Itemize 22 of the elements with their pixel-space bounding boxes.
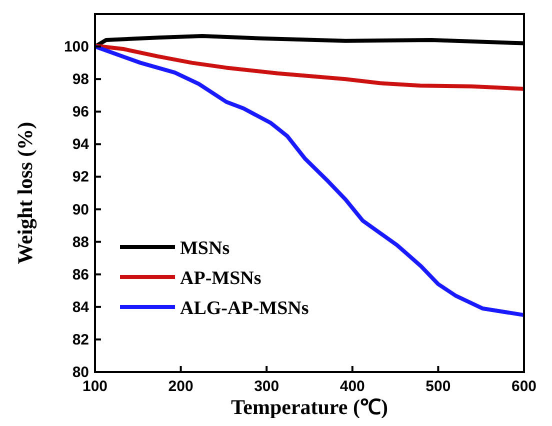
y-tick-label: 88: [72, 234, 89, 251]
x-tick-label: 500: [426, 378, 451, 395]
y-tick-label: 92: [72, 168, 89, 186]
y-tick-label: 100: [64, 38, 89, 56]
y-tick-label: 80: [72, 364, 89, 381]
y-tick-label: 96: [72, 104, 89, 121]
y-tick-label: 82: [72, 331, 89, 348]
line-series: [93, 44, 526, 91]
y-tick-label: 94: [72, 136, 90, 154]
y-axis-title: Weight loss (%): [13, 122, 37, 264]
line-series: [93, 44, 526, 318]
legend-label: AP-MSNs: [180, 268, 262, 289]
x-tick-label: 200: [168, 378, 194, 395]
x-tick-label: 400: [340, 378, 365, 395]
x-tick-label: 300: [254, 378, 280, 395]
y-tick-label: 86: [72, 266, 89, 284]
y-tick-label: 84: [72, 298, 90, 316]
x-tick-label: 600: [511, 378, 537, 395]
y-tick-label: 90: [72, 201, 89, 218]
legend-label: ALG-AP-MSNs: [180, 298, 309, 319]
y-tick-label: 98: [72, 71, 89, 88]
legend-label: MSNs: [180, 238, 230, 259]
